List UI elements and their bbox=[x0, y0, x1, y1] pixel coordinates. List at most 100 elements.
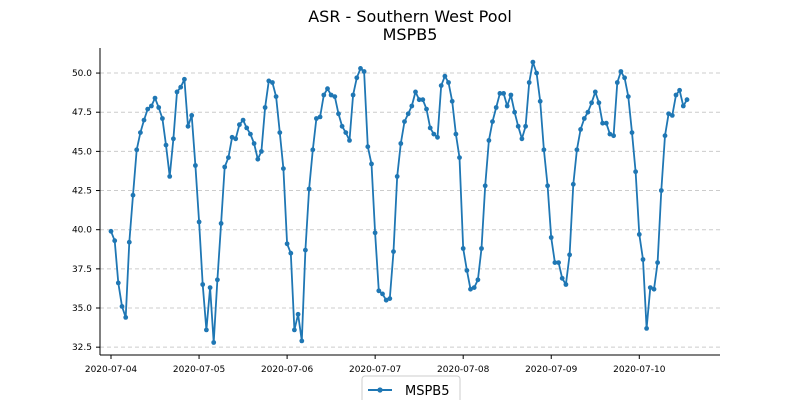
data-point bbox=[512, 109, 517, 115]
data-point bbox=[611, 133, 616, 139]
y-axis-ticks: 32.5 35.0 37.5 40.0 42.5 45.0 47.5 50.0 bbox=[72, 69, 100, 353]
data-point bbox=[325, 86, 330, 92]
data-point bbox=[482, 183, 488, 189]
data-point bbox=[365, 144, 371, 150]
data-point bbox=[314, 116, 319, 121]
data-point bbox=[115, 280, 121, 286]
data-point bbox=[248, 131, 253, 137]
legend-marker-swatch bbox=[377, 387, 383, 393]
data-point bbox=[185, 123, 191, 129]
data-point bbox=[339, 123, 345, 129]
data-point bbox=[427, 125, 433, 131]
data-point bbox=[490, 119, 495, 124]
data-point bbox=[240, 117, 246, 123]
data-point bbox=[237, 122, 242, 128]
data-point bbox=[658, 188, 664, 193]
data-point bbox=[424, 106, 429, 112]
legend: MSPB5 bbox=[361, 375, 461, 400]
data-point bbox=[156, 105, 162, 110]
data-point bbox=[504, 103, 510, 109]
data-point bbox=[497, 91, 503, 96]
data-point bbox=[303, 247, 308, 253]
data-point bbox=[501, 91, 506, 96]
data-point bbox=[266, 78, 272, 84]
data-point bbox=[350, 92, 356, 98]
data-point bbox=[673, 92, 679, 98]
data-point bbox=[559, 275, 565, 281]
data-point bbox=[647, 285, 653, 290]
data-point bbox=[163, 142, 169, 148]
data-point bbox=[600, 120, 605, 126]
data-point bbox=[204, 327, 209, 333]
data-point bbox=[603, 120, 609, 126]
data-point bbox=[288, 250, 294, 256]
series-mspb5 bbox=[108, 59, 690, 345]
data-point bbox=[471, 285, 477, 290]
data-point bbox=[405, 111, 411, 117]
data-point bbox=[651, 286, 657, 292]
data-point bbox=[226, 155, 231, 161]
x-tick-label: 2020-07-10 bbox=[613, 365, 666, 375]
data-point bbox=[233, 136, 239, 142]
data-point bbox=[680, 103, 686, 109]
data-point bbox=[394, 174, 400, 179]
data-point bbox=[578, 126, 583, 132]
data-point bbox=[614, 80, 620, 85]
data-point bbox=[126, 239, 132, 245]
data-point bbox=[570, 181, 576, 187]
data-point bbox=[563, 282, 569, 287]
data-point bbox=[464, 268, 470, 273]
data-point bbox=[534, 70, 539, 76]
y-tick-label: 40.0 bbox=[72, 226, 92, 236]
y-tick-label: 45.0 bbox=[72, 147, 92, 157]
data-point bbox=[622, 75, 627, 81]
data-point bbox=[211, 340, 217, 345]
data-point bbox=[328, 92, 334, 98]
data-point bbox=[644, 326, 649, 331]
data-point bbox=[636, 232, 642, 237]
chart-subtitle: MSPB5 bbox=[383, 25, 438, 44]
data-point bbox=[380, 291, 385, 297]
data-point bbox=[391, 249, 396, 255]
x-tick-label: 2020-07-04 bbox=[85, 365, 138, 375]
data-point bbox=[449, 98, 455, 104]
data-point bbox=[347, 138, 352, 143]
x-tick-label: 2020-07-08 bbox=[437, 365, 490, 375]
data-point bbox=[607, 131, 613, 137]
data-point bbox=[413, 89, 418, 95]
legend-label-mspb5: MSPB5 bbox=[405, 384, 450, 399]
data-point bbox=[530, 59, 536, 65]
legend-box bbox=[361, 375, 461, 400]
data-point bbox=[677, 87, 682, 93]
data-point bbox=[196, 219, 202, 225]
data-point bbox=[134, 147, 140, 153]
data-point bbox=[189, 113, 195, 118]
data-point bbox=[317, 114, 323, 120]
data-point bbox=[255, 156, 261, 162]
data-point bbox=[541, 147, 547, 153]
data-point bbox=[545, 183, 550, 189]
data-point bbox=[295, 311, 301, 317]
data-point bbox=[178, 84, 184, 90]
data-point bbox=[182, 76, 187, 82]
data-point bbox=[292, 327, 297, 333]
y-tick-label: 37.5 bbox=[72, 265, 92, 275]
data-point bbox=[160, 116, 165, 121]
data-point bbox=[574, 147, 580, 153]
data-point bbox=[358, 66, 363, 71]
data-point bbox=[585, 109, 591, 115]
data-point bbox=[475, 277, 481, 283]
data-point bbox=[596, 100, 602, 106]
data-point bbox=[666, 111, 671, 117]
data-point bbox=[149, 103, 154, 109]
y-tick-label: 32.5 bbox=[72, 343, 92, 353]
data-point bbox=[468, 286, 473, 292]
data-point bbox=[402, 119, 407, 124]
data-point bbox=[277, 130, 283, 136]
data-point bbox=[537, 98, 543, 104]
data-point bbox=[618, 69, 624, 74]
x-tick-label: 2020-07-07 bbox=[349, 365, 401, 375]
data-point bbox=[207, 285, 213, 290]
data-point bbox=[123, 315, 129, 320]
